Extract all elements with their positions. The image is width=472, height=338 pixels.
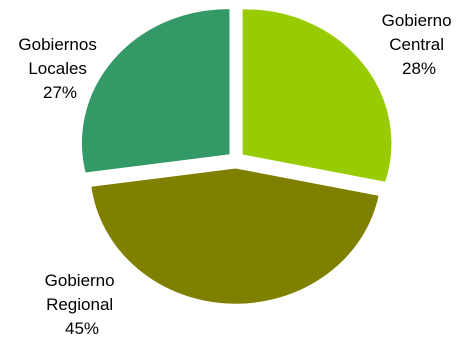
- slice-label-central: Gobierno Central 28%: [382, 11, 457, 78]
- pie-slice-gobierno-central: [241, 8, 393, 183]
- pie-slices: [81, 8, 393, 305]
- slice-label-regional: Gobierno Regional 45%: [45, 271, 120, 338]
- slice-label-locales: Gobiernos Locales 27%: [18, 35, 101, 102]
- pie-slice-gobierno-regional: [90, 167, 380, 305]
- pie-slice-gobiernos-locales: [81, 8, 231, 174]
